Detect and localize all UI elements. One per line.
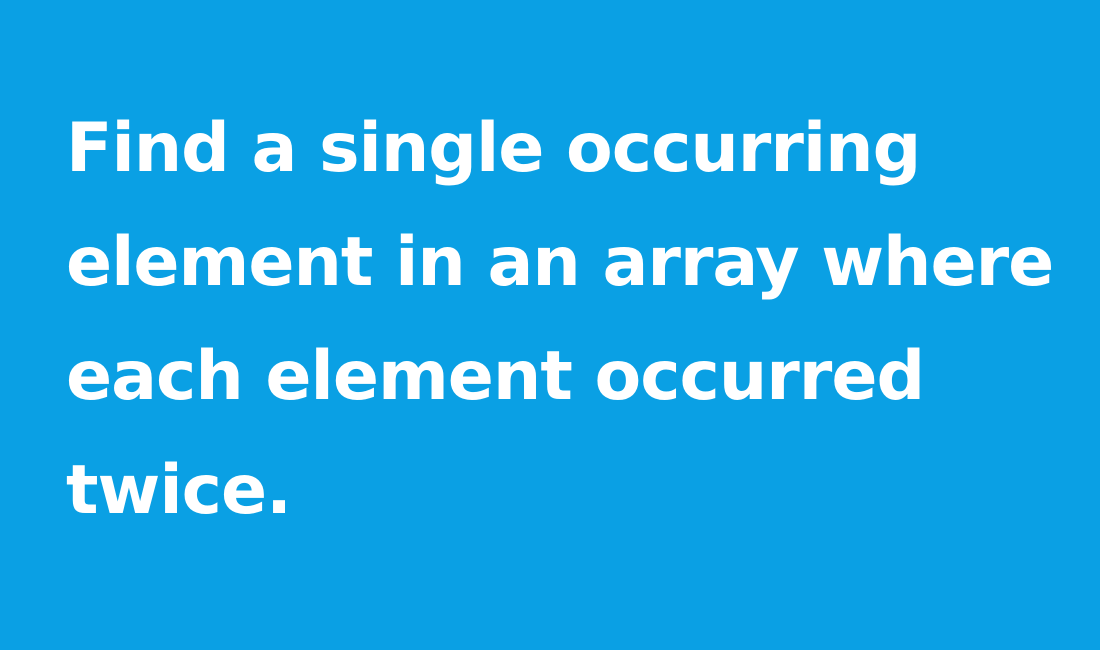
title-line-1: Find a single occurring xyxy=(66,109,921,188)
slide-title: Find a single occurring element in an ar… xyxy=(66,92,1066,548)
title-line-2: element in an array where xyxy=(66,223,1054,302)
title-line-3: each element occurred xyxy=(66,337,925,416)
title-line-4: twice. xyxy=(66,451,292,530)
